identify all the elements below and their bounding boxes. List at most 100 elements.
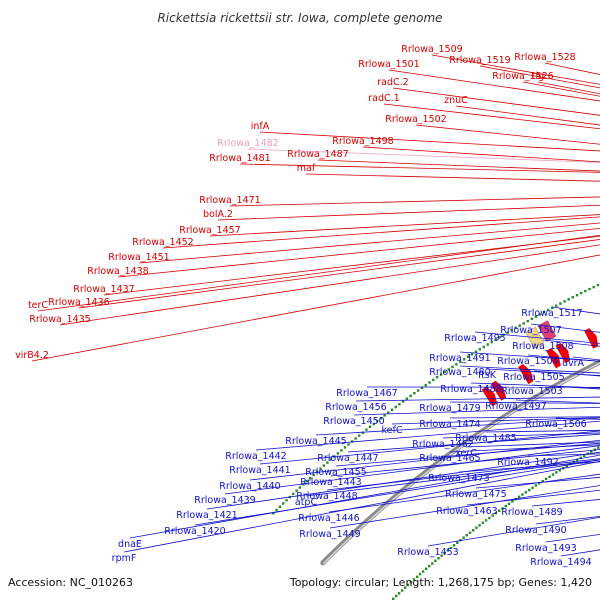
inner-tick-mark	[511, 500, 513, 502]
gene-label[interactable]: Rrlowa_1437	[73, 284, 134, 295]
gene-label[interactable]: Rrlowa_1439	[194, 495, 255, 506]
gene-label[interactable]: Rrlowa_1504	[497, 356, 558, 367]
gene-label[interactable]: Rrlowa_1493	[515, 543, 576, 554]
gene-label[interactable]: Rrlowa_1450	[323, 416, 384, 427]
inner-tick-mark	[478, 524, 480, 526]
inner-tick-mark	[597, 447, 599, 449]
outer-tick-mark	[406, 398, 408, 400]
inner-tick-mark	[485, 519, 487, 521]
inner-tick-mark	[531, 487, 533, 489]
gene-label[interactable]: atpC	[295, 497, 318, 508]
outer-tick-mark	[279, 506, 281, 508]
gene-label[interactable]: Rrlowa_1438	[87, 266, 148, 277]
gene-label[interactable]: Rrlowa_1456	[325, 402, 386, 413]
gene-label[interactable]: Rrlowa_1508	[512, 341, 573, 352]
inner-tick-mark	[419, 573, 421, 575]
gene-label[interactable]: maf	[297, 163, 316, 174]
gene-label[interactable]: Rrlowa_1463	[436, 506, 497, 517]
gene-label[interactable]: Rrlowa_1457	[179, 225, 240, 236]
outer-tick-mark	[428, 381, 430, 383]
gene-label[interactable]: Rrlowa_1467	[336, 388, 397, 399]
gene-label[interactable]: Rrlowa_1451	[108, 252, 169, 263]
leader-line	[306, 174, 600, 200]
gene-label[interactable]: Rrlowa_1491	[429, 353, 490, 364]
gene-label[interactable]: Rrlowa_1509	[401, 44, 462, 55]
gene-label[interactable]: Rrlowa_1489	[501, 507, 562, 518]
gene-label[interactable]: Rrlowa_1442	[225, 451, 286, 462]
gene-label[interactable]: Rrlowa_1452	[132, 237, 193, 248]
gene-label[interactable]: Rrlowa_1481	[209, 153, 270, 164]
gene-label[interactable]: Rrlowa_1441	[229, 465, 290, 476]
gene-label[interactable]: Rrlowa_1479	[419, 403, 480, 414]
gene-label[interactable]: tig	[532, 71, 544, 82]
gene-label[interactable]: Rrlowa_1440	[219, 481, 280, 492]
gene-label[interactable]: Rrlowa_1445	[285, 436, 346, 447]
gene-label[interactable]: Rrlowa_1482	[217, 138, 278, 149]
gene-label[interactable]: Rrlowa_1465	[419, 453, 480, 464]
gene-label[interactable]: kefC	[382, 425, 403, 436]
gene-label[interactable]: Rrlowa_1501	[358, 59, 419, 70]
gene-label[interactable]: Rrlowa_1420	[164, 526, 225, 537]
gene-label[interactable]: Rrlowa_1528	[514, 52, 575, 63]
gene-label[interactable]: radC.2	[377, 77, 408, 88]
gene-label[interactable]: bolA.2	[203, 209, 233, 220]
gene-label[interactable]: Rrlowa_1453	[397, 547, 458, 558]
gene-label[interactable]: Rrlowa_1506	[525, 419, 586, 430]
gene-label[interactable]: Rrlowa_1519	[449, 55, 510, 66]
gene-label[interactable]: Rrlowa_1446	[298, 513, 359, 524]
summary-text: Topology: circular; Length: 1,268,175 bp…	[289, 576, 592, 589]
outer-tick-mark	[387, 411, 389, 413]
outer-tick-mark	[275, 509, 277, 511]
outer-tick-mark	[572, 296, 574, 298]
gene-label[interactable]: uvrA	[562, 358, 585, 369]
gene-label[interactable]: rpmF	[112, 553, 137, 564]
inner-tick-mark	[395, 595, 397, 597]
gene-label[interactable]: Rrlowa_1492	[497, 457, 558, 468]
inner-tick-mark	[428, 565, 430, 567]
outer-tick-mark	[398, 403, 400, 405]
gene-label[interactable]: Rrlowa_1471	[199, 195, 260, 206]
gene-label[interactable]: Rrlowa_1421	[176, 510, 237, 521]
inner-tick-mark	[525, 491, 527, 493]
gene-label[interactable]: dnaE	[118, 539, 142, 550]
outer-tick-mark	[568, 298, 570, 300]
gene-label[interactable]: Rrlowa_1497	[485, 401, 546, 412]
outer-tick-mark	[593, 286, 595, 288]
outer-tick-mark	[409, 395, 411, 397]
gene-label[interactable]: znuC	[444, 95, 468, 106]
gene-label[interactable]: Rrlowa_1494	[530, 557, 591, 568]
outer-tick-mark	[483, 346, 485, 348]
gene-label[interactable]: Rrlowa_1443	[300, 477, 361, 488]
gene-label[interactable]: Rrlowa_1502	[385, 114, 446, 125]
gene-label[interactable]: Rrlowa_1517	[521, 308, 582, 319]
gene-label[interactable]: Rrlowa_1505	[503, 372, 564, 383]
inner-tick-mark	[488, 517, 490, 519]
gene-label[interactable]: Rrlowa_1526	[492, 71, 553, 82]
gene-label[interactable]: Rrlowa_1473	[428, 473, 489, 484]
gene-label[interactable]: Rrlowa_1507	[500, 325, 561, 336]
gene-label[interactable]: radC.1	[368, 93, 399, 104]
gene-label[interactable]: Rrlowa_1503	[501, 386, 562, 397]
gene-label[interactable]: Rrlowa_1449	[299, 529, 360, 540]
inner-tick-mark	[528, 489, 530, 491]
gene-label[interactable]: Rrlowa_1495	[444, 333, 505, 344]
gene-label[interactable]: virB4.2	[15, 350, 49, 361]
gene-label[interactable]: Rrlowa_1488	[440, 384, 501, 395]
gene-label[interactable]: Rrlowa_1480	[429, 367, 490, 378]
gene-label[interactable]: Rrlowa_1447	[317, 453, 378, 464]
inner-tick-mark	[425, 568, 427, 570]
gene-label[interactable]: Rrlowa_1490	[505, 525, 566, 536]
gene-label[interactable]: Rrlowa_1498	[332, 136, 393, 147]
gene-label[interactable]: Rrlowa_1435	[29, 314, 90, 325]
gene-label[interactable]: terC	[28, 300, 48, 311]
gene-label[interactable]: Rrlowa_1436	[48, 297, 109, 308]
gene-label[interactable]: infA	[251, 121, 270, 132]
gene-label[interactable]: Rrlowa_1475	[445, 489, 506, 500]
gene-label[interactable]: Rrlowa_1487	[287, 149, 348, 160]
leader-line	[318, 160, 600, 202]
gene-label[interactable]: Rrlowa_1474	[419, 419, 480, 430]
inner-tick-mark	[518, 496, 520, 498]
inner-tick-mark	[422, 570, 424, 572]
